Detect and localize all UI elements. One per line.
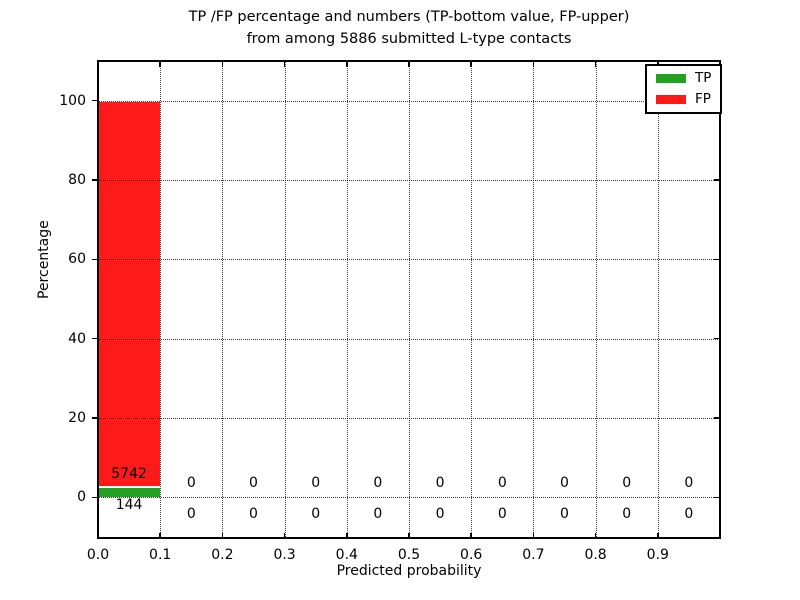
tp-bar — [98, 487, 161, 498]
x-tick-mark — [283, 61, 286, 67]
x-tick-mark — [532, 61, 535, 67]
tp-count-label: 0 — [249, 505, 258, 522]
x-tick-mark — [346, 533, 348, 539]
x-tick-label: 0.8 — [584, 547, 607, 563]
x-tick-mark — [221, 61, 224, 67]
chart-title-line2: from among 5886 submitted L-type contact… — [246, 31, 572, 47]
gridline-v — [346, 61, 348, 539]
gridline-v — [222, 61, 224, 539]
x-tick-mark — [594, 61, 597, 67]
gridline-v — [595, 61, 597, 539]
fp-count-label: 0 — [311, 475, 321, 492]
tp-swatch-icon — [656, 74, 686, 83]
fp-count-label: 0 — [249, 475, 258, 492]
x-tick-mark — [97, 533, 99, 539]
fp-count-label: 0 — [435, 475, 445, 492]
tp-count-label: 0 — [497, 505, 507, 522]
fp-bar — [98, 100, 161, 488]
fp-count-label: 0 — [373, 475, 383, 492]
y-tick-mark — [714, 417, 720, 419]
fp-count-label: 0 — [186, 475, 196, 492]
x-tick-mark — [532, 533, 535, 539]
fp-count-label: 5742 — [111, 465, 147, 482]
x-tick-mark — [470, 533, 472, 539]
tp-count-label: 144 — [115, 496, 143, 513]
y-tick-mark — [92, 258, 98, 261]
gridline-v — [409, 61, 410, 539]
tp-count-label: 0 — [560, 505, 569, 522]
x-tick-mark — [408, 533, 410, 539]
tp-count-label: 0 — [622, 505, 632, 522]
y-tick-label: 20 — [68, 410, 86, 426]
x-tick-mark — [221, 533, 224, 539]
gridline-v — [284, 61, 286, 539]
tp-count-label: 0 — [684, 505, 694, 522]
x-tick-label: 0.2 — [211, 547, 234, 563]
x-tick-label: 0.5 — [397, 547, 421, 563]
fp-count-label: 0 — [560, 475, 569, 492]
y-tick-mark — [92, 496, 98, 499]
x-tick-mark — [283, 533, 286, 539]
gridline-v — [471, 61, 473, 539]
fp-count-label: 0 — [497, 475, 507, 492]
tp-count-label: 0 — [373, 505, 383, 522]
y-tick-mark — [92, 337, 98, 340]
y-tick-mark — [714, 258, 720, 261]
x-tick-mark — [346, 61, 348, 67]
y-tick-mark — [714, 496, 720, 499]
legend-item-tp: TP — [656, 70, 712, 86]
chart-title: TP /FP percentage and numbers (TP-bottom… — [98, 6, 720, 50]
y-tick-mark — [92, 99, 98, 102]
tp-count-label: 0 — [311, 505, 321, 522]
y-tick-mark — [714, 179, 720, 181]
y-tick-label: 0 — [77, 489, 86, 506]
x-tick-mark — [159, 61, 161, 67]
x-tick-label: 0.4 — [335, 547, 358, 563]
x-tick-mark — [594, 533, 597, 539]
x-tick-label: 0.7 — [522, 547, 545, 563]
fp-swatch-icon — [656, 95, 686, 104]
x-axis-label: Predicted probability — [336, 563, 482, 579]
y-tick-label: 80 — [68, 172, 86, 188]
x-tick-label: 0.9 — [646, 547, 669, 563]
x-tick-mark — [470, 61, 472, 67]
y-tick-mark — [714, 337, 720, 340]
fp-count-label: 0 — [684, 475, 694, 492]
x-tick-label: 0.6 — [460, 547, 483, 563]
x-tick-mark — [408, 61, 410, 67]
legend: TP FP — [645, 64, 723, 114]
y-tick-mark — [92, 179, 98, 181]
y-tick-mark — [92, 417, 98, 419]
x-tick-mark — [657, 533, 659, 539]
fp-count-label: 0 — [622, 475, 632, 492]
x-tick-label: 0.0 — [86, 547, 110, 563]
tp-count-label: 0 — [186, 505, 196, 522]
legend-label-fp: FP — [695, 91, 711, 107]
y-tick-label: 40 — [68, 330, 86, 347]
legend-label-tp: TP — [695, 70, 712, 86]
legend-item-fp: FP — [656, 91, 711, 107]
tp-count-label: 0 — [435, 505, 445, 522]
y-tick-label: 100 — [59, 92, 86, 109]
y-tick-label: 60 — [68, 251, 86, 268]
x-tick-label: 0.3 — [273, 547, 296, 563]
x-tick-mark — [159, 533, 161, 539]
x-tick-label: 0.1 — [149, 547, 172, 563]
x-tick-mark — [97, 61, 99, 67]
gridline-v — [657, 61, 659, 539]
chart-title-line1: TP /FP percentage and numbers (TP-bottom… — [188, 9, 630, 25]
gridline-v — [160, 61, 162, 539]
gridline-v — [533, 61, 535, 539]
